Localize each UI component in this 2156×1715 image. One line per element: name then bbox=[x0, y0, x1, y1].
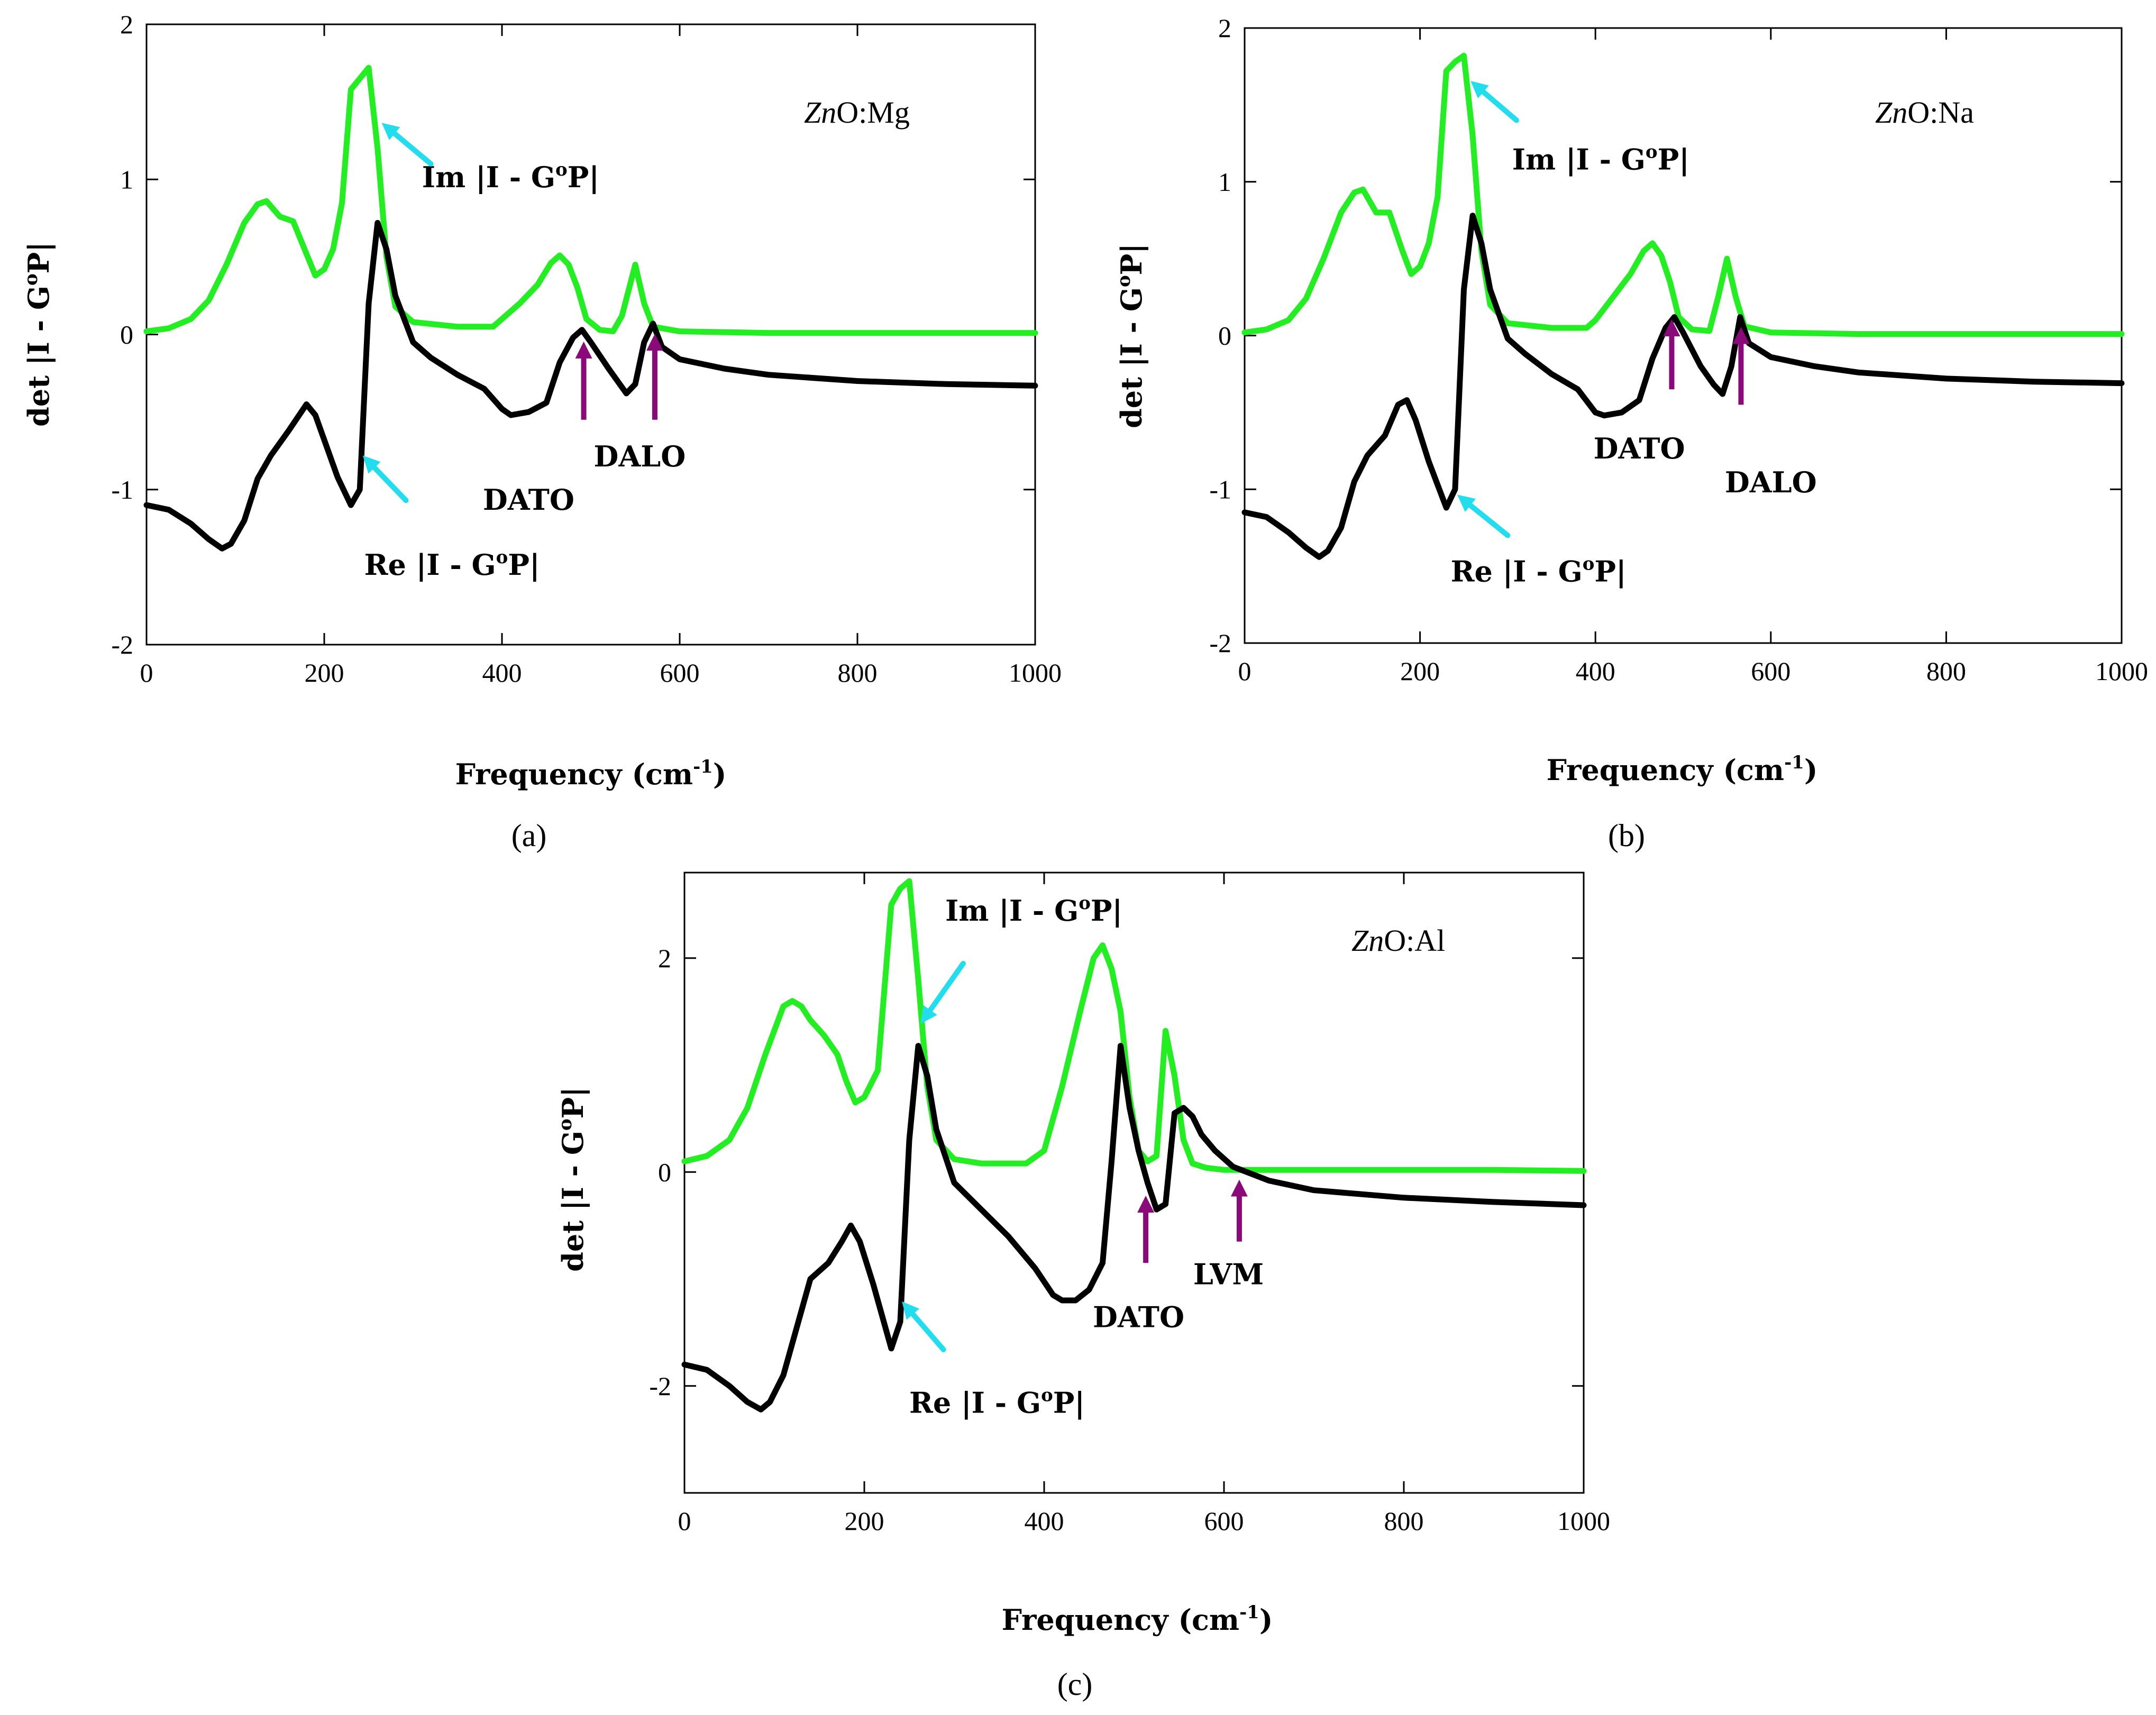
x-tick-label: 400 bbox=[482, 658, 522, 687]
x-tick-label: 0 bbox=[678, 1506, 691, 1536]
x-tick-label: 600 bbox=[1204, 1506, 1244, 1536]
y-tick-label: 1 bbox=[1218, 167, 1231, 197]
panel-caption: (c) bbox=[1057, 1667, 1093, 1702]
annotation-lvm: LVM bbox=[1193, 1258, 1264, 1291]
annotation-dato: DATO bbox=[1093, 1300, 1184, 1334]
x-tick-label: 0 bbox=[140, 658, 153, 687]
x-axis-label-sup: -1 bbox=[1784, 752, 1804, 773]
y-tick-label: -2 bbox=[649, 1371, 671, 1401]
y-tick-label: 1 bbox=[120, 164, 133, 194]
y-tick-label: 0 bbox=[120, 320, 133, 350]
x-tick-label: 200 bbox=[1400, 656, 1440, 686]
series-re-label: Re |I - GoP| bbox=[909, 1384, 1085, 1420]
y-axis-label-main: det |I - G bbox=[22, 286, 56, 427]
x-tick-label: 800 bbox=[1384, 1506, 1424, 1536]
y-axis-label-main: det |I - G bbox=[556, 1131, 590, 1272]
y-axis-label-end: P| bbox=[1114, 243, 1149, 275]
y-tick-label: 2 bbox=[1218, 13, 1231, 43]
y-axis-label-sup: o bbox=[555, 1118, 576, 1131]
y-axis-label-sup: o bbox=[1113, 275, 1135, 287]
y-axis-label: det |I - GoP| bbox=[555, 1087, 590, 1272]
panel-caption: (b) bbox=[1608, 818, 1645, 853]
sample-label-italic: Zn bbox=[804, 95, 836, 130]
y-axis-label-end: P| bbox=[22, 242, 56, 273]
cyan-arrow bbox=[1470, 81, 1519, 123]
x-tick-label: 200 bbox=[305, 658, 344, 687]
series-im-label: Im |I - GoP| bbox=[422, 159, 599, 195]
annotation-dato: DATO bbox=[483, 483, 574, 517]
x-axis-label-main: Frequency (cm bbox=[1547, 753, 1784, 787]
panel-c-marks: 0 200 400 600 800 1000 -2 0 2 Im |I - GoP| Re |I -… bbox=[649, 873, 1610, 1536]
x-axis-label-end: ) bbox=[1259, 1603, 1273, 1637]
sample-label: ZnO:Na bbox=[1875, 95, 1974, 130]
y-tick-label: 0 bbox=[658, 1157, 671, 1187]
series-im-label: Im |I - GoP| bbox=[1512, 141, 1689, 177]
x-tick-label: 400 bbox=[1025, 1506, 1064, 1536]
x-tick-label: 0 bbox=[1238, 656, 1251, 686]
x-axis-label: Frequency (cm-1) bbox=[455, 756, 727, 791]
cyan-arrow bbox=[381, 123, 434, 167]
y-tick-label: -2 bbox=[1209, 628, 1231, 658]
x-tick-label: 1000 bbox=[1009, 658, 1062, 687]
y-tick-label: 2 bbox=[120, 10, 133, 39]
x-axis-label-sup: -1 bbox=[1239, 1602, 1259, 1623]
series-im-line bbox=[1241, 52, 2125, 337]
y-axis-label-end: P| bbox=[556, 1087, 590, 1118]
series-im-line bbox=[143, 65, 1038, 336]
x-axis-label: Frequency (cm-1) bbox=[1002, 1602, 1273, 1637]
y-tick-label: -2 bbox=[111, 630, 133, 659]
cyan-arrow bbox=[902, 1301, 946, 1352]
x-tick-label: 600 bbox=[660, 658, 700, 687]
x-axis-label-end: ) bbox=[1804, 753, 1818, 787]
sample-label-rest: O:Al bbox=[1384, 923, 1445, 958]
y-axis-label: det |I - GoP| bbox=[1113, 243, 1149, 428]
panel-b: 0 200 400 600 800 1000 -2 -1 0 1 2 Im |I - GoP| Re |… bbox=[1113, 13, 2148, 853]
panel-c: 0 200 400 600 800 1000 -2 0 2 Im |I - GoP| Re |I -… bbox=[555, 872, 1610, 1702]
y-axis-label-sup: o bbox=[21, 273, 42, 286]
x-tick-label: 400 bbox=[1576, 656, 1615, 686]
annotation-dato: DATO bbox=[1594, 432, 1685, 465]
x-tick-label: 1000 bbox=[2095, 656, 2148, 686]
series-re-line bbox=[1241, 213, 2125, 560]
panel-a-marks: 0 200 400 600 800 1000 -2 -1 0 1 2 Im |I - GoP| Re |… bbox=[111, 10, 1062, 687]
sample-label-italic: Zn bbox=[1875, 95, 1907, 130]
x-tick-label: 800 bbox=[838, 658, 878, 687]
annotation-dalo: DALO bbox=[594, 439, 686, 473]
x-tick-label: 200 bbox=[845, 1506, 884, 1536]
y-tick-label: 0 bbox=[1218, 321, 1231, 351]
cyan-arrow bbox=[362, 455, 409, 503]
annotation-dalo: DALO bbox=[1725, 465, 1817, 499]
series-im-label: Im |I - GoP| bbox=[945, 893, 1122, 928]
cyan-arrow bbox=[1457, 494, 1511, 538]
series-im-line bbox=[681, 878, 1587, 1174]
x-axis-label-sup: -1 bbox=[693, 756, 713, 777]
y-axis-label-main: det |I - G bbox=[1114, 287, 1149, 428]
sample-label-rest: O:Mg bbox=[836, 95, 910, 130]
x-axis-label-end: ) bbox=[713, 757, 727, 791]
sample-label-italic: Zn bbox=[1351, 923, 1384, 958]
series-re-label: Re |I - GoP| bbox=[364, 547, 540, 582]
x-axis-label-main: Frequency (cm bbox=[455, 757, 693, 791]
cyan-arrow bbox=[920, 960, 966, 1024]
x-tick-label: 1000 bbox=[1557, 1506, 1610, 1536]
y-tick-label: 2 bbox=[658, 943, 671, 973]
x-axis-label: Frequency (cm-1) bbox=[1547, 752, 1818, 787]
x-axis-label-main: Frequency (cm bbox=[1002, 1603, 1239, 1637]
x-tick-label: 800 bbox=[1926, 656, 1966, 686]
series-re-label: Re |I - GoP| bbox=[1451, 554, 1627, 589]
series-re-line bbox=[143, 219, 1038, 552]
sample-label: ZnO:Al bbox=[1351, 923, 1445, 958]
panel-caption: (a) bbox=[511, 818, 547, 853]
plot-frame bbox=[683, 872, 1585, 1494]
series-re-line bbox=[681, 1043, 1587, 1413]
x-tick-label: 600 bbox=[1751, 656, 1790, 686]
y-tick-label: -1 bbox=[1209, 474, 1231, 504]
panel-b-marks: 0 200 400 600 800 1000 -2 -1 0 1 2 Im |I - GoP| Re |… bbox=[1209, 13, 2148, 686]
y-tick-label: -1 bbox=[111, 475, 133, 505]
sample-label: ZnO:Mg bbox=[804, 95, 910, 130]
y-axis-label: det |I - GoP| bbox=[21, 242, 56, 427]
panel-a: 0 200 400 600 800 1000 -2 -1 0 1 2 Im |I - GoP| Re |… bbox=[21, 10, 1062, 853]
sample-label-rest: O:Na bbox=[1907, 95, 1974, 130]
